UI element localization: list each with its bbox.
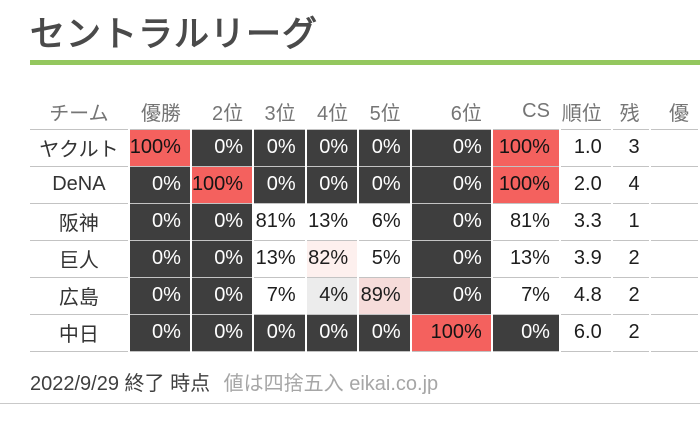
cs-prob-cell: 7% bbox=[491, 277, 561, 315]
column-header-cs: CS bbox=[491, 95, 561, 130]
prob-cell: 0% bbox=[358, 166, 412, 204]
prob-cell: 81% bbox=[253, 203, 307, 241]
cs-prob-cell: 0% bbox=[491, 314, 561, 352]
column-header-6th: 6位 bbox=[410, 95, 493, 130]
column-header-4th: 4位 bbox=[305, 95, 360, 130]
column-header-2nd: 2位 bbox=[190, 95, 255, 130]
column-header-cutoff: 優 bbox=[649, 95, 700, 130]
rank-cell: 6.0 bbox=[559, 314, 613, 352]
rank-cell: 3.9 bbox=[559, 240, 613, 278]
cs-prob-cell: 13% bbox=[491, 240, 561, 278]
prob-cell: 100% bbox=[128, 129, 192, 167]
prob-cell: 13% bbox=[305, 203, 360, 241]
prob-cell: 0% bbox=[190, 240, 255, 278]
prob-cell: 0% bbox=[410, 277, 493, 315]
bottom-divider bbox=[0, 402, 700, 404]
header-row: チーム 優勝 2位 3位 4位 5位 6位 CS 順位 残 優 bbox=[30, 95, 700, 130]
title-underline bbox=[30, 60, 700, 65]
prob-cell: 0% bbox=[253, 129, 307, 167]
table-row: DeNA 0% 100% 0% 0% 0% 0% 100% 2.0 4 bbox=[30, 166, 700, 204]
cs-prob-cell: 100% bbox=[491, 166, 561, 204]
prob-cell: 0% bbox=[190, 277, 255, 315]
cutoff-cell bbox=[649, 240, 700, 278]
prob-cell: 0% bbox=[190, 129, 255, 167]
prob-cell: 0% bbox=[410, 166, 493, 204]
rank-cell: 2.0 bbox=[559, 166, 613, 204]
prob-cell: 0% bbox=[128, 314, 192, 352]
table-row: 中日 0% 0% 0% 0% 0% 100% 0% 6.0 2 bbox=[30, 314, 700, 352]
rank-cell: 4.8 bbox=[559, 277, 613, 315]
footer: 2022/9/29 終了 時点 値は四捨五入 eikai.co.jp bbox=[30, 367, 700, 396]
cutoff-cell bbox=[649, 129, 700, 167]
prob-cell: 0% bbox=[128, 166, 192, 204]
prob-cell: 100% bbox=[410, 314, 493, 352]
remaining-cell: 2 bbox=[611, 314, 651, 352]
prob-cell: 0% bbox=[253, 314, 307, 352]
prob-cell: 0% bbox=[128, 203, 192, 241]
prob-cell: 0% bbox=[358, 314, 412, 352]
column-header-5th: 5位 bbox=[358, 95, 412, 130]
prob-cell: 0% bbox=[128, 277, 192, 315]
prob-cell: 0% bbox=[190, 314, 255, 352]
prob-cell: 0% bbox=[190, 203, 255, 241]
prob-cell: 13% bbox=[253, 240, 307, 278]
rank-cell: 3.3 bbox=[559, 203, 613, 241]
remaining-cell: 3 bbox=[611, 129, 651, 167]
cs-prob-cell: 100% bbox=[491, 129, 561, 167]
prob-cell: 0% bbox=[305, 314, 360, 352]
remaining-cell: 4 bbox=[611, 166, 651, 204]
page: セントラルリーグ チーム 優勝 2位 3位 4位 5位 6位 CS 順位 残 優 bbox=[0, 6, 700, 435]
column-header-team: チーム bbox=[30, 95, 130, 130]
page-title: セントラルリーグ bbox=[30, 15, 319, 54]
team-name-cell: 巨人 bbox=[30, 240, 130, 278]
team-name-cell: ヤクルト bbox=[30, 129, 130, 167]
table-row: 阪神 0% 0% 81% 13% 6% 0% 81% 3.3 1 bbox=[30, 203, 700, 241]
as-of-date-text: 2022/9/29 終了 時点 bbox=[30, 372, 211, 395]
rounding-note-text: 値は四捨五入 eikai.co.jp bbox=[223, 372, 439, 395]
remaining-cell: 2 bbox=[611, 277, 651, 315]
prob-cell: 0% bbox=[128, 240, 192, 278]
column-header-champion: 優勝 bbox=[128, 95, 192, 130]
standings-table: チーム 優勝 2位 3位 4位 5位 6位 CS 順位 残 優 ヤクルト 100… bbox=[30, 95, 700, 352]
prob-cell: 0% bbox=[410, 129, 493, 167]
team-name-cell: 広島 bbox=[30, 277, 130, 315]
team-name-cell: 阪神 bbox=[30, 203, 130, 241]
prob-cell: 7% bbox=[253, 277, 307, 315]
remaining-cell: 1 bbox=[611, 203, 651, 241]
prob-cell: 0% bbox=[410, 203, 493, 241]
prob-cell: 0% bbox=[305, 129, 360, 167]
prob-cell: 5% bbox=[358, 240, 412, 278]
cs-prob-cell: 81% bbox=[491, 203, 561, 241]
team-name-cell: 中日 bbox=[30, 314, 130, 352]
prob-cell: 0% bbox=[358, 129, 412, 167]
prob-cell: 0% bbox=[305, 166, 360, 204]
cutoff-cell bbox=[649, 203, 700, 241]
rank-cell: 1.0 bbox=[559, 129, 613, 167]
cutoff-cell bbox=[649, 166, 700, 204]
table-row: ヤクルト 100% 0% 0% 0% 0% 0% 100% 1.0 3 bbox=[30, 129, 700, 167]
remaining-cell: 2 bbox=[611, 240, 651, 278]
column-header-remaining: 残 bbox=[611, 95, 651, 130]
table-row: 広島 0% 0% 7% 4% 89% 0% 7% 4.8 2 bbox=[30, 277, 700, 315]
column-header-rank: 順位 bbox=[559, 95, 613, 130]
prob-cell: 0% bbox=[253, 166, 307, 204]
team-name-cell: DeNA bbox=[30, 166, 130, 204]
prob-cell: 0% bbox=[410, 240, 493, 278]
prob-cell: 82% bbox=[305, 240, 360, 278]
prob-cell: 4% bbox=[305, 277, 360, 315]
prob-cell: 100% bbox=[190, 166, 255, 204]
prob-cell: 6% bbox=[358, 203, 412, 241]
cutoff-cell bbox=[649, 314, 700, 352]
prob-cell: 89% bbox=[358, 277, 412, 315]
cutoff-cell bbox=[649, 277, 700, 315]
column-header-3rd: 3位 bbox=[253, 95, 307, 130]
table-row: 巨人 0% 0% 13% 82% 5% 0% 13% 3.9 2 bbox=[30, 240, 700, 278]
